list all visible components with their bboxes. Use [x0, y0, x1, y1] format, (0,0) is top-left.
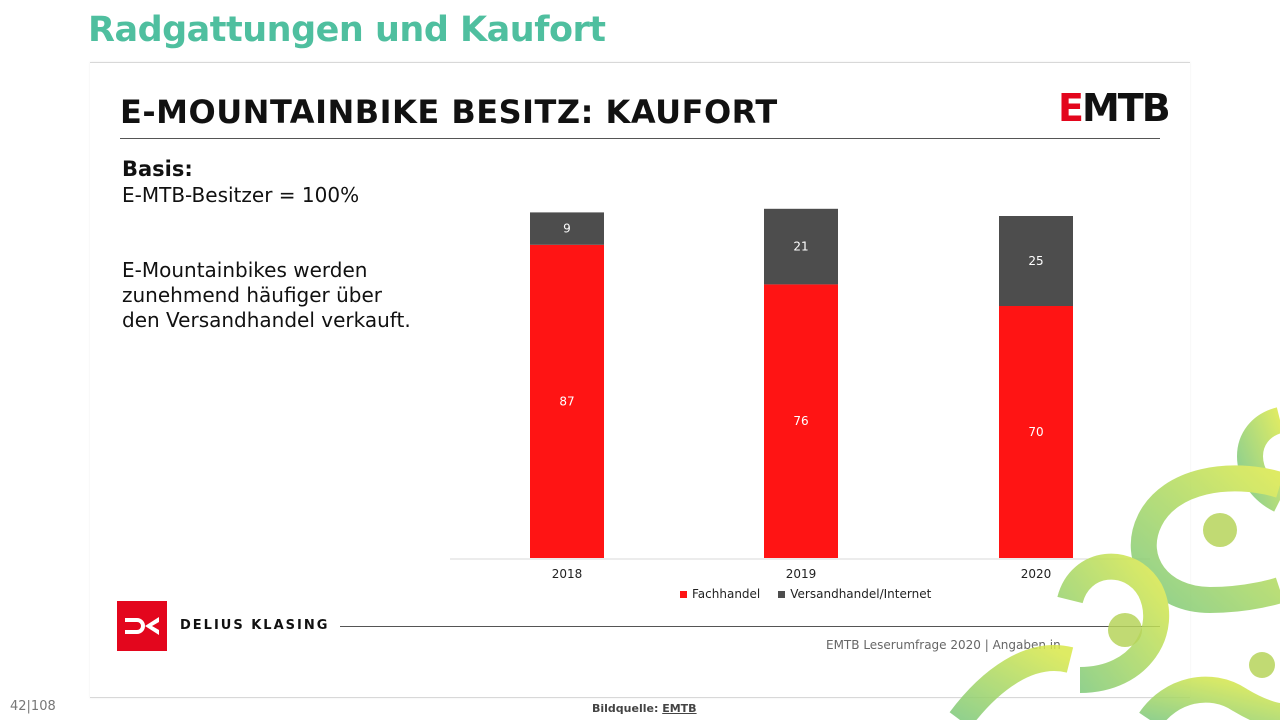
x-tick-label-2019: 2019 [786, 567, 817, 581]
image-credit-link[interactable]: EMTB [662, 702, 697, 715]
data-label-2020-versandhandel: 25 [1028, 254, 1043, 268]
bar-2020-versandhandel [999, 216, 1073, 306]
footer-divider [340, 626, 1160, 627]
bar-2019-fachhandel [764, 284, 838, 558]
image-credit-label: Bildquelle: [592, 702, 659, 715]
delius-klasing-logo [117, 601, 167, 651]
x-tick-label-2020: 2020 [1021, 567, 1052, 581]
bar-2019-versandhandel [764, 208, 838, 285]
brand-name: DELIUS KLASING [180, 618, 330, 633]
data-label-2018-versandhandel: 9 [563, 222, 571, 236]
bar-2018-fachhandel [530, 244, 604, 559]
slide: E-MOUNTAINBIKE BESITZ: KAUFORT EMTB Basi… [90, 62, 1190, 698]
emtb-logo-e: E [1058, 86, 1084, 130]
legend-item-fachhandel: Fachhandel [680, 587, 760, 601]
data-label-2018-fachhandel: 87 [559, 394, 574, 408]
stacked-bar-chart: 87 9 2018 76 21 2019 70 25 2020 [450, 208, 1150, 581]
page-number: 42|108 [10, 699, 56, 714]
x-tick-label-2018: 2018 [552, 567, 583, 581]
page-title: Radgattungen und Kaufort [88, 10, 606, 50]
heading-divider [120, 138, 1160, 139]
emtb-logo-rest: MTB [1081, 86, 1171, 130]
legend-swatch-versandhandel [778, 590, 786, 598]
legend-swatch-fachhandel [680, 590, 687, 598]
basis-text: E-MTB-Besitzer = 100% [122, 183, 360, 207]
data-label-2019-fachhandel: 76 [793, 414, 808, 428]
source-note: EMTB Leserumfrage 2020 | Angaben in % [826, 638, 1064, 652]
basis-label: Basis: [122, 157, 193, 181]
legend-label-versandhandel: Versandhandel/Internet [790, 587, 932, 601]
data-label-2019-versandhandel: 21 [793, 240, 808, 254]
legend-item-versandhandel: Versandhandel/Internet [778, 587, 931, 601]
slide-heading: E-MOUNTAINBIKE BESITZ: KAUFORT [120, 93, 778, 131]
bar-2020-fachhandel [999, 306, 1073, 558]
legend-label-fachhandel: Fachhandel [692, 587, 761, 601]
emtb-logo: EMTB [1058, 86, 1171, 130]
description-text: E-Mountainbikes werden zunehmend häufige… [122, 258, 411, 332]
data-label-2020-fachhandel: 70 [1028, 425, 1043, 439]
image-credit: Bildquelle: EMTB [592, 702, 697, 715]
chart-legend: Fachhandel Versandhandel/Internet [680, 587, 931, 601]
bar-2018-versandhandel [530, 212, 604, 245]
